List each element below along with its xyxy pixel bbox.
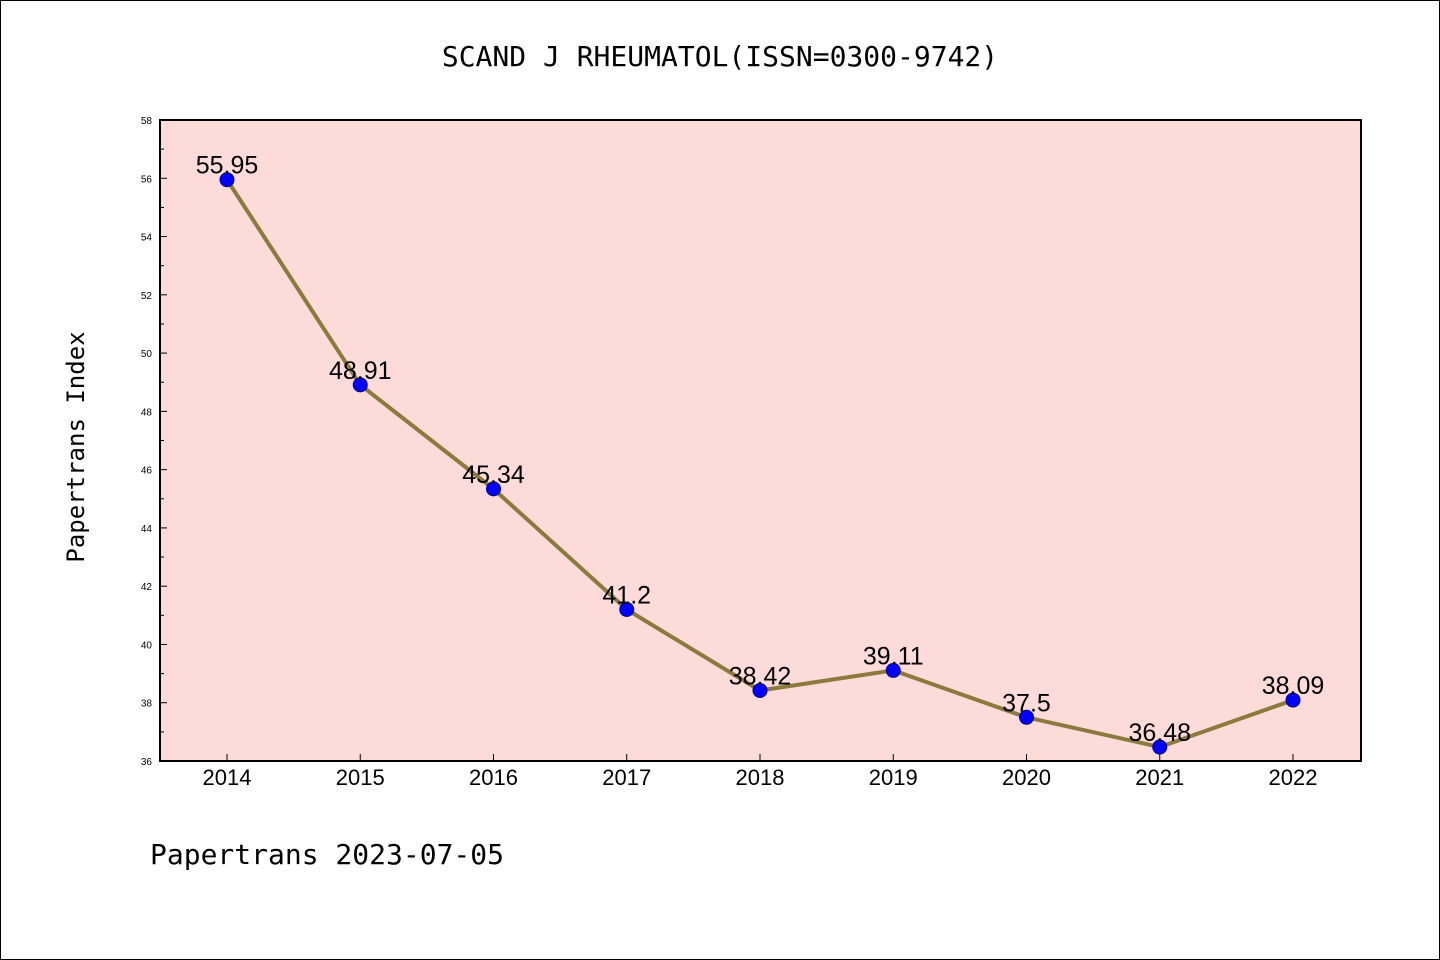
y-tick-label: 42 (141, 582, 153, 593)
x-tick-label: 2015 (336, 765, 385, 790)
data-point-2017 (619, 601, 635, 617)
x-tick-label: 2022 (1269, 765, 1318, 790)
y-tick-label: 40 (141, 640, 153, 651)
y-tick-label: 46 (141, 466, 153, 477)
data-point-2022 (1285, 692, 1301, 708)
x-tick-label: 2017 (602, 765, 651, 790)
y-tick-label: 38 (141, 699, 153, 710)
x-tick-label: 2016 (469, 765, 518, 790)
x-tick-label: 2014 (203, 765, 252, 790)
y-tick-label: 44 (141, 524, 153, 535)
x-tick-label: 2019 (869, 765, 918, 790)
data-label-2014: 55.95 (196, 152, 259, 180)
y-axis-label: Papertrans Index (62, 331, 90, 562)
y-tick-label: 58 (141, 116, 153, 127)
y-tick-label: 36 (141, 757, 153, 768)
x-axis: 2014 2015 2016 2017 2018 2019 2020 2021 2022 (203, 754, 1318, 790)
data-point-2014 (219, 172, 235, 188)
footer-text: Papertrans 2023-07-05 (150, 838, 504, 871)
plot-area (159, 119, 1362, 762)
y-axis: 36 38 40 42 44 46 48 50 52 54 56 58 (141, 116, 167, 768)
y-tick-label: 56 (141, 174, 153, 185)
data-point-2015 (352, 377, 368, 393)
data-label-2017: 41.2 (602, 581, 651, 609)
data-point-2021 (1152, 739, 1168, 755)
y-tick-label: 50 (141, 349, 153, 360)
data-label-2018: 38.42 (729, 662, 792, 690)
y-tick-label: 48 (141, 407, 153, 418)
data-label-2021: 36.48 (1128, 719, 1191, 747)
chart-title: SCAND J RHEUMATOL(ISSN=0300-9742) (442, 40, 998, 73)
data-label-2019: 39.11 (863, 642, 924, 670)
data-markers (219, 172, 1301, 755)
y-tick-label: 54 (141, 233, 153, 244)
x-tick-label: 2018 (736, 765, 785, 790)
data-labels: 55.95 48.91 45.34 41.2 38.42 39.11 37.5 36.48 38… (196, 152, 1325, 747)
data-label-2020: 37.5 (1002, 689, 1051, 717)
data-label-2022: 38.09 (1262, 672, 1325, 700)
data-point-2018 (752, 682, 768, 698)
x-tick-label: 2021 (1135, 765, 1184, 790)
x-tick-label: 2020 (1002, 765, 1051, 790)
data-label-2015: 48.91 (329, 357, 392, 385)
data-point-2020 (1019, 709, 1034, 725)
data-point-2019 (885, 662, 901, 678)
data-label-2016: 45.34 (462, 461, 525, 489)
y-tick-label: 52 (141, 291, 153, 302)
data-point-2016 (486, 481, 501, 497)
